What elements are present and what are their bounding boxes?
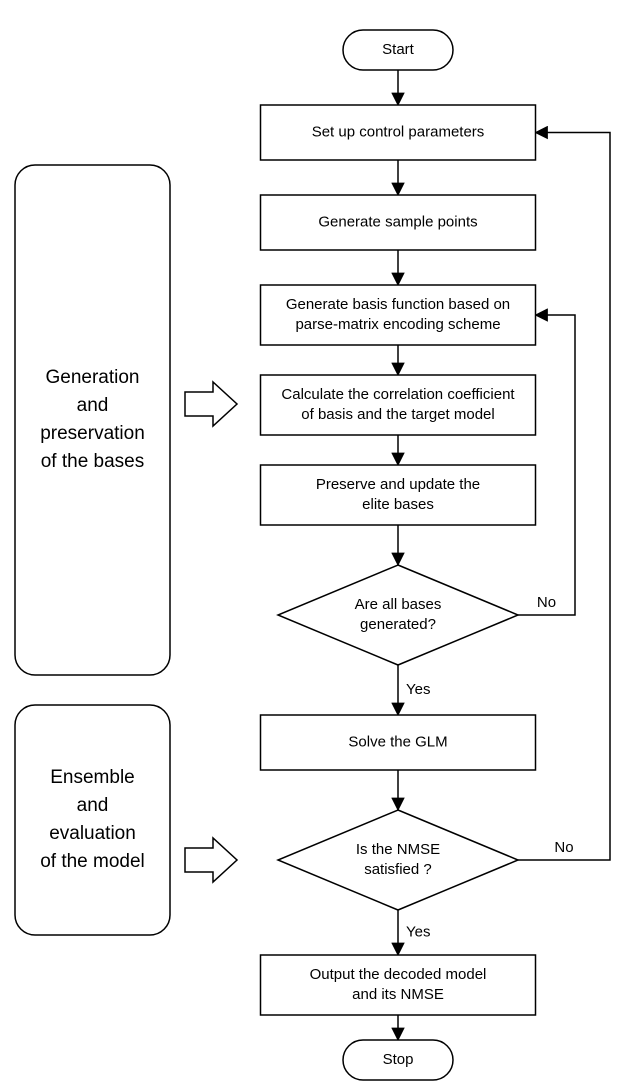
svg-text:parse-matrix encoding scheme: parse-matrix encoding scheme bbox=[295, 316, 500, 333]
svg-text:Start: Start bbox=[382, 41, 415, 58]
svg-text:and its NMSE: and its NMSE bbox=[352, 986, 444, 1003]
svg-text:of the bases: of the bases bbox=[41, 451, 145, 472]
svg-text:Ensemble: Ensemble bbox=[50, 767, 135, 788]
svg-text:preservation: preservation bbox=[40, 423, 145, 444]
svg-text:elite bases: elite bases bbox=[362, 496, 434, 513]
svg-text:Are all bases: Are all bases bbox=[355, 596, 442, 613]
edge-label-dec2-output: Yes bbox=[406, 923, 430, 940]
svg-text:Generate sample points: Generate sample points bbox=[318, 213, 477, 230]
svg-text:Calculate the correlation coef: Calculate the correlation coefficient bbox=[281, 386, 515, 403]
svg-text:Set up control parameters: Set up control parameters bbox=[312, 123, 485, 140]
side-arrow-gen bbox=[185, 382, 237, 426]
svg-text:of the model: of the model bbox=[40, 851, 145, 872]
svg-text:Generation: Generation bbox=[45, 367, 139, 388]
edge-label-dec1-glm: Yes bbox=[406, 681, 430, 698]
svg-text:Generate basis function based: Generate basis function based on bbox=[286, 296, 510, 313]
svg-text:and: and bbox=[77, 795, 109, 816]
side-arrow-ens bbox=[185, 838, 237, 882]
svg-text:Is the NMSE: Is the NMSE bbox=[356, 841, 440, 858]
svg-text:Solve the GLM: Solve the GLM bbox=[348, 733, 447, 750]
side-box-gen bbox=[15, 165, 170, 675]
svg-text:evaluation: evaluation bbox=[49, 823, 136, 844]
svg-text:and: and bbox=[77, 395, 109, 416]
svg-text:Output the decoded model: Output the decoded model bbox=[310, 966, 487, 983]
feedback-label-dec2: No bbox=[554, 839, 573, 856]
svg-text:of basis and the target model: of basis and the target model bbox=[301, 406, 494, 423]
svg-text:generated?: generated? bbox=[360, 616, 436, 633]
svg-text:satisfied ?: satisfied ? bbox=[364, 861, 432, 878]
side-box-ens bbox=[15, 705, 170, 935]
svg-text:Stop: Stop bbox=[383, 1051, 414, 1068]
svg-text:Preserve and update the: Preserve and update the bbox=[316, 476, 480, 493]
feedback-label-dec1: No bbox=[537, 594, 556, 611]
flowchart-canvas: Yes Yes No No Start Set up control parameters… bbox=[0, 0, 628, 1084]
